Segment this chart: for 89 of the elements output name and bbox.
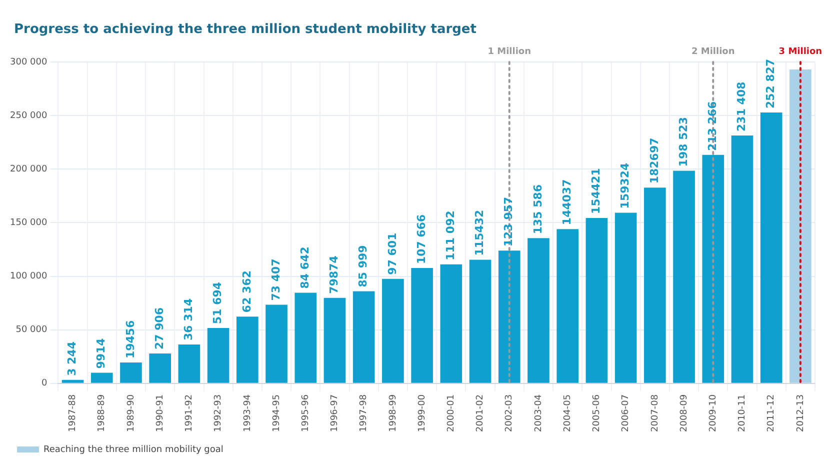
bar bbox=[120, 362, 142, 383]
x-tick-label: 1994-95 bbox=[272, 394, 282, 432]
x-tick-label: 2001-02 bbox=[476, 394, 486, 432]
bar bbox=[702, 154, 724, 383]
x-tick-label: 1998-99 bbox=[388, 394, 398, 432]
bar bbox=[62, 380, 84, 383]
bar bbox=[790, 70, 812, 383]
y-tick-label: 0 bbox=[41, 378, 48, 389]
bar bbox=[149, 354, 172, 383]
bar bbox=[498, 250, 520, 383]
bar bbox=[294, 292, 317, 383]
x-tick-label: 2003-04 bbox=[534, 394, 544, 432]
x-tick-label: 2004-05 bbox=[562, 394, 573, 432]
x-tick-label: 2011-12 bbox=[766, 394, 777, 432]
data-label: 97 601 bbox=[386, 232, 399, 275]
data-label: 115432 bbox=[473, 210, 486, 256]
bar bbox=[644, 188, 666, 383]
ref-line-label: 1 Million bbox=[488, 46, 532, 57]
data-label: 111 092 bbox=[444, 210, 458, 260]
bar bbox=[352, 291, 375, 383]
bar bbox=[440, 264, 462, 383]
x-tick-label: 2009-10 bbox=[708, 394, 718, 432]
bar bbox=[614, 212, 637, 383]
bar bbox=[236, 316, 258, 383]
x-tick-label: 1992-93 bbox=[214, 394, 224, 432]
x-tick-label: 2012-13 bbox=[796, 394, 806, 432]
y-tick-label: 300 000 bbox=[10, 57, 48, 68]
bar bbox=[731, 135, 754, 383]
bar bbox=[469, 260, 492, 383]
bar bbox=[411, 268, 433, 383]
y-tick-label: 100 000 bbox=[10, 272, 48, 282]
x-tick-label: 2002-03 bbox=[504, 394, 515, 432]
data-label: 252 827 bbox=[764, 58, 778, 109]
bar bbox=[178, 344, 200, 383]
data-label: 62 362 bbox=[240, 270, 254, 313]
bar bbox=[382, 278, 404, 383]
x-tick-label: 2006-07 bbox=[621, 394, 632, 432]
data-label: 84 642 bbox=[298, 246, 312, 289]
data-label: 123 957 bbox=[502, 196, 516, 247]
x-tick-label: 1988-89 bbox=[97, 394, 108, 432]
x-tick-label: 1991-92 bbox=[184, 394, 195, 432]
data-label: 107 666 bbox=[414, 214, 428, 264]
bar bbox=[266, 304, 288, 383]
chart-title: Progress to achieving the three million student mobility target bbox=[14, 22, 476, 37]
x-tick-label: 1995-96 bbox=[300, 394, 311, 432]
x-tick-label: 2008-09 bbox=[679, 394, 690, 432]
y-tick-label: 250 000 bbox=[10, 110, 48, 121]
ref-line-label: 2 Million bbox=[691, 46, 735, 57]
data-label: 9914 bbox=[94, 338, 108, 369]
data-label: 144037 bbox=[560, 179, 574, 226]
y-tick-label: 50 000 bbox=[16, 325, 48, 336]
data-label: 3 244 bbox=[66, 341, 79, 376]
data-label: 154421 bbox=[590, 168, 603, 214]
data-label: 182697 bbox=[648, 138, 661, 184]
x-tick-label: 1997-98 bbox=[359, 394, 370, 432]
bar bbox=[528, 238, 550, 383]
data-label: 159324 bbox=[618, 162, 632, 209]
x-tick-label: 1993-94 bbox=[242, 394, 253, 432]
bar bbox=[90, 372, 113, 383]
legend-label: Reaching the three million mobility goal bbox=[44, 444, 224, 455]
bar bbox=[586, 218, 608, 383]
bar bbox=[556, 229, 579, 383]
data-label: 198 523 bbox=[676, 116, 690, 167]
data-label: 73 407 bbox=[269, 258, 282, 301]
bar bbox=[207, 328, 230, 383]
x-tick-label: 1987-88 bbox=[68, 394, 78, 432]
bar bbox=[673, 170, 695, 383]
data-label: 27 906 bbox=[152, 307, 166, 350]
data-label: 85 999 bbox=[356, 245, 370, 288]
bar bbox=[324, 298, 346, 383]
x-tick-label: 2010-11 bbox=[738, 394, 748, 432]
x-tick-label: 2007-08 bbox=[650, 394, 660, 432]
x-tick-label: 2005-06 bbox=[592, 394, 602, 432]
data-label: 51 694 bbox=[211, 282, 224, 324]
data-label: 36 314 bbox=[182, 298, 196, 340]
y-tick-label: 150 000 bbox=[10, 218, 48, 228]
x-tick-label: 2000-01 bbox=[446, 394, 457, 432]
x-tick-label: 1990-91 bbox=[155, 394, 166, 432]
x-tick-label: 1999-00 bbox=[417, 394, 428, 432]
y-tick-label: 200 000 bbox=[10, 164, 48, 174]
bar bbox=[760, 112, 782, 383]
x-tick-label: 1989-90 bbox=[126, 394, 136, 432]
data-label: 213 266 bbox=[706, 100, 719, 151]
data-label: 19456 bbox=[124, 320, 137, 359]
data-label: 135 586 bbox=[531, 184, 544, 234]
x-tick-label: 1996-97 bbox=[330, 394, 340, 432]
ref-line-label: 3 Million bbox=[778, 46, 822, 57]
data-label: 231 408 bbox=[735, 82, 748, 132]
data-label: 79874 bbox=[328, 255, 341, 294]
